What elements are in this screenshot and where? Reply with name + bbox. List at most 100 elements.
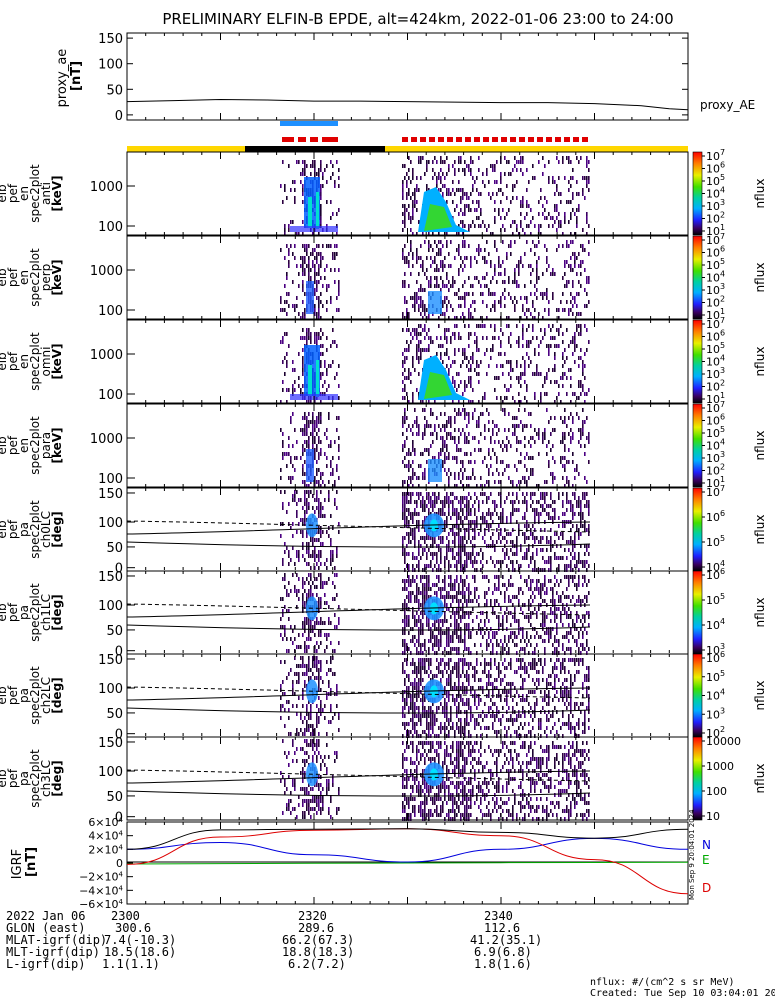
flux-cell [582,432,584,436]
flux-cell [468,500,470,504]
flux-cell [564,284,566,288]
flux-cell [302,160,304,164]
flux-cell [546,372,548,376]
flux-cell [468,196,470,200]
flux-cell [406,340,408,344]
flux-cell [402,204,404,208]
flux-cell [526,579,528,583]
flux-cell [576,192,578,196]
flux-cell [456,524,458,528]
colorbar-label: nflux [753,347,767,377]
flux-cell [286,312,288,316]
flux-cell [572,432,574,436]
flux-cell [330,200,332,204]
flux-cell [486,500,488,504]
flux-cell [418,360,420,364]
flux-cell [320,472,322,476]
flux-cell [304,244,306,248]
flux-cell [470,208,472,212]
flux-cell [502,472,504,476]
flux-cell [446,492,448,496]
flux-cell [580,264,582,268]
flux-cell [550,504,552,508]
flux-cell [588,276,590,280]
flux-cell [534,560,536,564]
flux-cell [506,464,508,468]
flux-cell [322,542,324,546]
flux-cell [448,508,450,512]
flux-cell [490,627,492,631]
flux-cell [430,424,432,428]
flux-cell [294,692,296,696]
flux-cell [292,692,294,696]
flux-cell [564,308,566,312]
flux-cell [426,619,428,623]
flux-cell [478,168,480,172]
flux-cell [436,184,438,188]
flux-cell [460,627,462,631]
flux-cell [410,372,412,376]
flux-cell [484,392,486,396]
flux-cell [312,593,314,597]
flux-cell [314,268,316,272]
flux-cell [458,623,460,627]
flux-cell [454,192,456,196]
flux-cell [538,436,540,440]
flux-cell [294,200,296,204]
flux-cell [520,647,522,651]
flux-cell [494,376,496,380]
flux-cell [534,372,536,376]
flux-cell [488,412,490,416]
flux-cell [512,300,514,304]
flux-cell [462,360,464,364]
flux-cell [490,599,492,603]
flux-cell [430,444,432,448]
flux-cell [404,316,406,320]
flux-cell [542,536,544,540]
flux-cell [316,621,318,625]
flux-cell [458,587,460,591]
flux-cell [570,232,572,236]
flux-cell [420,575,422,579]
flux-cell [468,647,470,651]
flux-cell [410,296,412,300]
flux-cell [520,256,522,260]
flux-cell [432,568,434,572]
flux-cell [530,587,532,591]
flux-cell [454,536,456,540]
flux-cell [336,554,338,558]
flux-cell [568,595,570,599]
flux-cell [546,344,548,348]
flux-cell [466,540,468,544]
flux-cell [284,625,286,629]
flux-cell [412,252,414,256]
flux-cell [454,524,456,528]
flux-cell [310,573,312,577]
flux-cell [516,340,518,344]
flux-cell [282,440,284,444]
flux-cell [292,494,294,498]
flux-cell [502,260,504,264]
panel-pa_spec2plot_ch1LC: 150100500elbpefpaspec2plotch1LC[deg]1061… [0,567,767,660]
panel-frame [126,235,689,320]
flux-cell [546,536,548,540]
flux-cell [402,516,404,520]
flux-cell [584,524,586,528]
flux-cell [306,728,308,732]
flux-cell [546,288,548,292]
flux-cell [422,348,424,352]
flux-cell [554,552,556,556]
flux-cell [540,603,542,607]
flux-cell [480,412,482,416]
flux-cell [460,188,462,192]
flux-cell [550,540,552,544]
flux-cell [512,631,514,635]
flux-cell [440,448,442,452]
flux-cell [298,645,300,649]
flux-cell [498,188,500,192]
flux-cell [414,452,416,456]
flux-cell [446,328,448,332]
colorbar-tick-label: 102 [706,295,725,310]
flux-cell [462,232,464,236]
